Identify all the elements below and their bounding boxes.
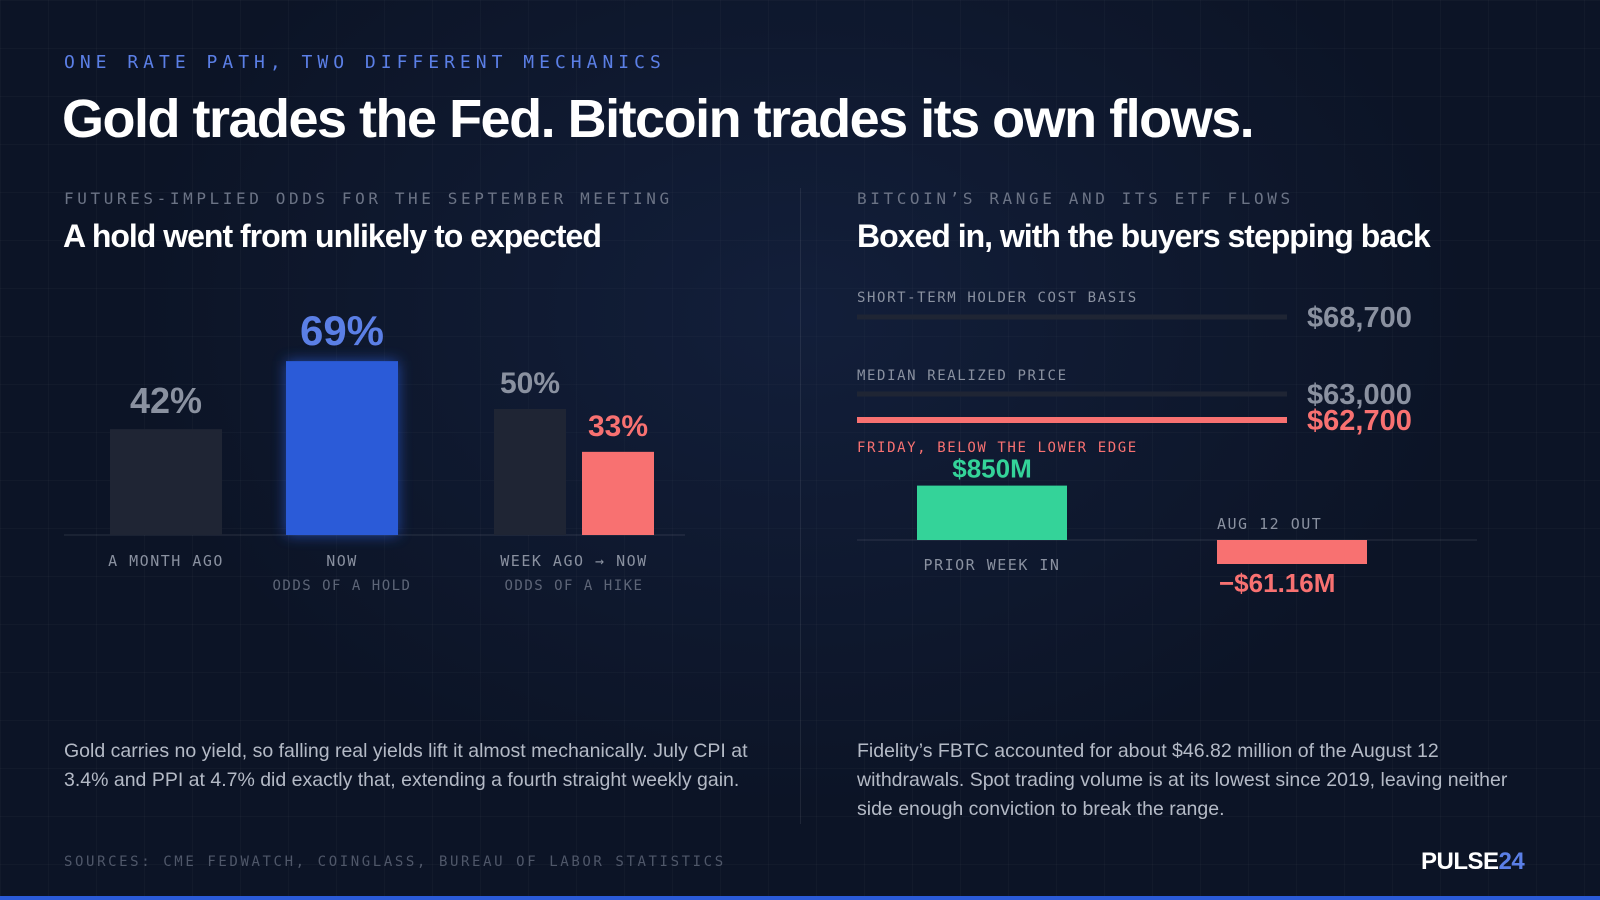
bottom-accent-bar — [0, 896, 1600, 900]
odds-value-label: 42% — [130, 380, 202, 421]
flow-bar — [1217, 540, 1367, 564]
odds-value-label: 33% — [588, 410, 648, 443]
odds-category-sublabel: ODDS OF A HIKE — [504, 578, 643, 594]
kicker: ONE RATE PATH, TWO DIFFERENT MECHANICS — [64, 52, 666, 73]
level-value: $68,700 — [1307, 302, 1412, 334]
flow-value: −$61.16M — [1219, 568, 1335, 598]
level-value: $63,000 — [1307, 379, 1412, 411]
odds-bar — [286, 361, 398, 535]
fed-odds-chart: 42% A MONTH AGO 69% NOW ODDS OF A HOLD 50% 33%… — [64, 307, 685, 594]
flow-value: $850M — [952, 454, 1032, 484]
flow-label: PRIOR WEEK IN — [924, 556, 1061, 574]
odds-category-sublabel: ODDS OF A HOLD — [272, 578, 411, 594]
odds-category-label: NOW — [326, 552, 358, 570]
odds-bar — [110, 429, 222, 535]
headline: Gold trades the Fed. Bitcoin trades its … — [62, 89, 1255, 149]
odds-bar — [494, 409, 566, 535]
left-section-label: FUTURES-IMPLIED ODDS FOR THE SEPTEMBER M… — [64, 189, 673, 208]
brand-number: 24 — [1498, 848, 1525, 875]
level-label: SHORT-TERM HOLDER COST BASIS — [857, 290, 1138, 306]
odds-bar — [582, 451, 654, 535]
level-label: FRIDAY, BELOW THE LOWER EDGE — [857, 440, 1138, 456]
odds-category-label: A MONTH AGO — [108, 552, 224, 570]
right-section-label: BITCOIN’S RANGE AND ITS ETF FLOWS — [857, 189, 1294, 208]
left-section-title: A hold went from unlikely to expected — [63, 218, 602, 254]
level-value: $62,700 — [1307, 405, 1412, 437]
right-section-title: Boxed in, with the buyers stepping back — [857, 218, 1431, 254]
brand-logo: PULSE24 — [1421, 848, 1525, 876]
left-paragraph: Gold carries no yield, so falling real y… — [64, 740, 748, 791]
column-divider — [800, 188, 801, 824]
odds-category-label: WEEK AGO → NOW — [500, 552, 647, 570]
bitcoin-range-chart: SHORT-TERM HOLDER COST BASIS $68,700 MEDIA… — [857, 290, 1477, 598]
flow-label: AUG 12 OUT — [1217, 515, 1322, 533]
flow-bar — [917, 485, 1067, 540]
level-label: MEDIAN REALIZED PRICE — [857, 368, 1068, 384]
odds-value-label: 69% — [300, 307, 384, 354]
odds-value-label: 50% — [500, 367, 560, 400]
brand-name: PULSE — [1421, 848, 1499, 875]
right-paragraph: Fidelity’s FBTC accounted for about $46.… — [857, 740, 1508, 820]
sources-note: SOURCES: CME FEDWATCH, COINGLASS, BUREAU… — [64, 854, 726, 870]
